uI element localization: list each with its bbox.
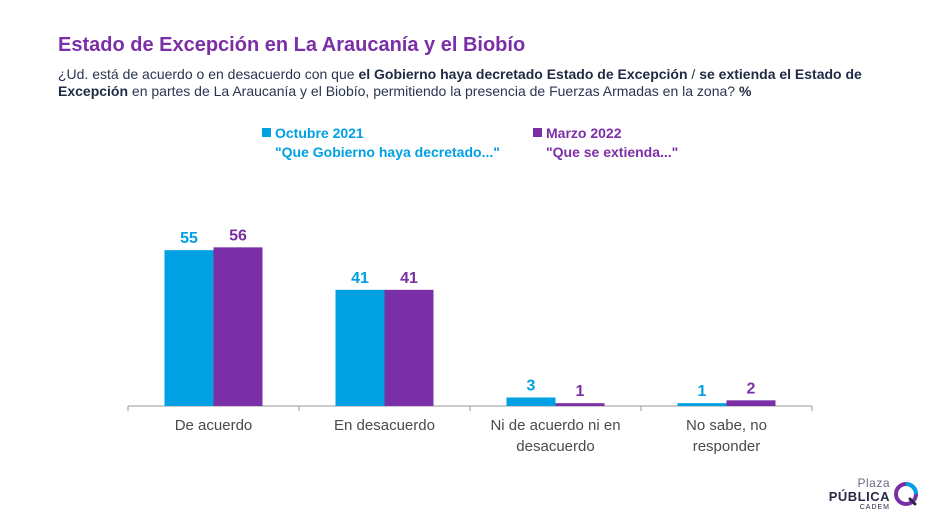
- bar-marzo-2022: [213, 247, 263, 406]
- legend-swatch: [533, 128, 542, 137]
- category-label: De acuerdo: [175, 417, 253, 434]
- subtitle-part: en partes de La Araucanía y el Biobío, p…: [128, 83, 739, 99]
- category-label: En desacuerdo: [334, 417, 435, 434]
- plaza-publica-logo: Plaza PÚBLICA CADEM: [828, 476, 920, 516]
- legend-swatch: [262, 128, 271, 137]
- logo-text-publica: PÚBLICA: [828, 489, 890, 504]
- bar-octubre-2021: [506, 397, 556, 406]
- logo-mark-icon: [894, 482, 918, 506]
- data-label: 1: [576, 383, 585, 400]
- bar-marzo-2022: [384, 289, 434, 406]
- category-label: responder: [693, 438, 761, 455]
- legend-label: Marzo 2022: [546, 125, 622, 141]
- legend-sublabel: "Que Gobierno haya decretado...": [275, 144, 500, 160]
- bar-marzo-2022: [726, 400, 776, 406]
- legend-sublabel: "Que se extienda...": [546, 144, 679, 160]
- bar-octubre-2021: [677, 403, 727, 406]
- logo-text-cadem: CADEM: [859, 504, 890, 511]
- subtitle-part: se extienda el Estado de Excepción: [58, 66, 862, 99]
- subtitle-part: /: [687, 66, 700, 82]
- legend-item-octubre-2021: Octubre 2021 "Que Gobierno haya decretad…: [262, 124, 500, 162]
- subtitle-part: el Gobierno haya decretado Estado de Exc…: [358, 66, 688, 82]
- bar-marzo-2022: [555, 403, 605, 406]
- data-label: 41: [400, 270, 418, 287]
- category-label: No sabe, no: [686, 417, 767, 434]
- data-label: 2: [747, 380, 756, 397]
- data-label: 41: [351, 270, 369, 287]
- logo-text-plaza: Plaza: [857, 476, 890, 490]
- subtitle-part: %: [738, 83, 752, 99]
- chart-title: Estado de Excepción en La Araucanía y el…: [58, 34, 526, 56]
- chart-subtitle: ¿Ud. está de acuerdo o en desacuerdo con…: [58, 66, 878, 100]
- data-label: 1: [698, 383, 707, 400]
- bar-octubre-2021: [335, 289, 385, 406]
- data-label: 3: [527, 378, 536, 395]
- category-label: desacuerdo: [516, 438, 594, 455]
- subtitle-part: ¿Ud. está de acuerdo o en desacuerdo con…: [58, 66, 359, 82]
- data-label: 56: [229, 227, 247, 244]
- bar-octubre-2021: [164, 250, 214, 406]
- legend-label: Octubre 2021: [275, 125, 364, 141]
- category-label: Ni de acuerdo ni en: [490, 417, 620, 434]
- legend-item-marzo-2022: Marzo 2022 "Que se extienda...": [533, 124, 678, 162]
- data-label: 55: [180, 230, 198, 247]
